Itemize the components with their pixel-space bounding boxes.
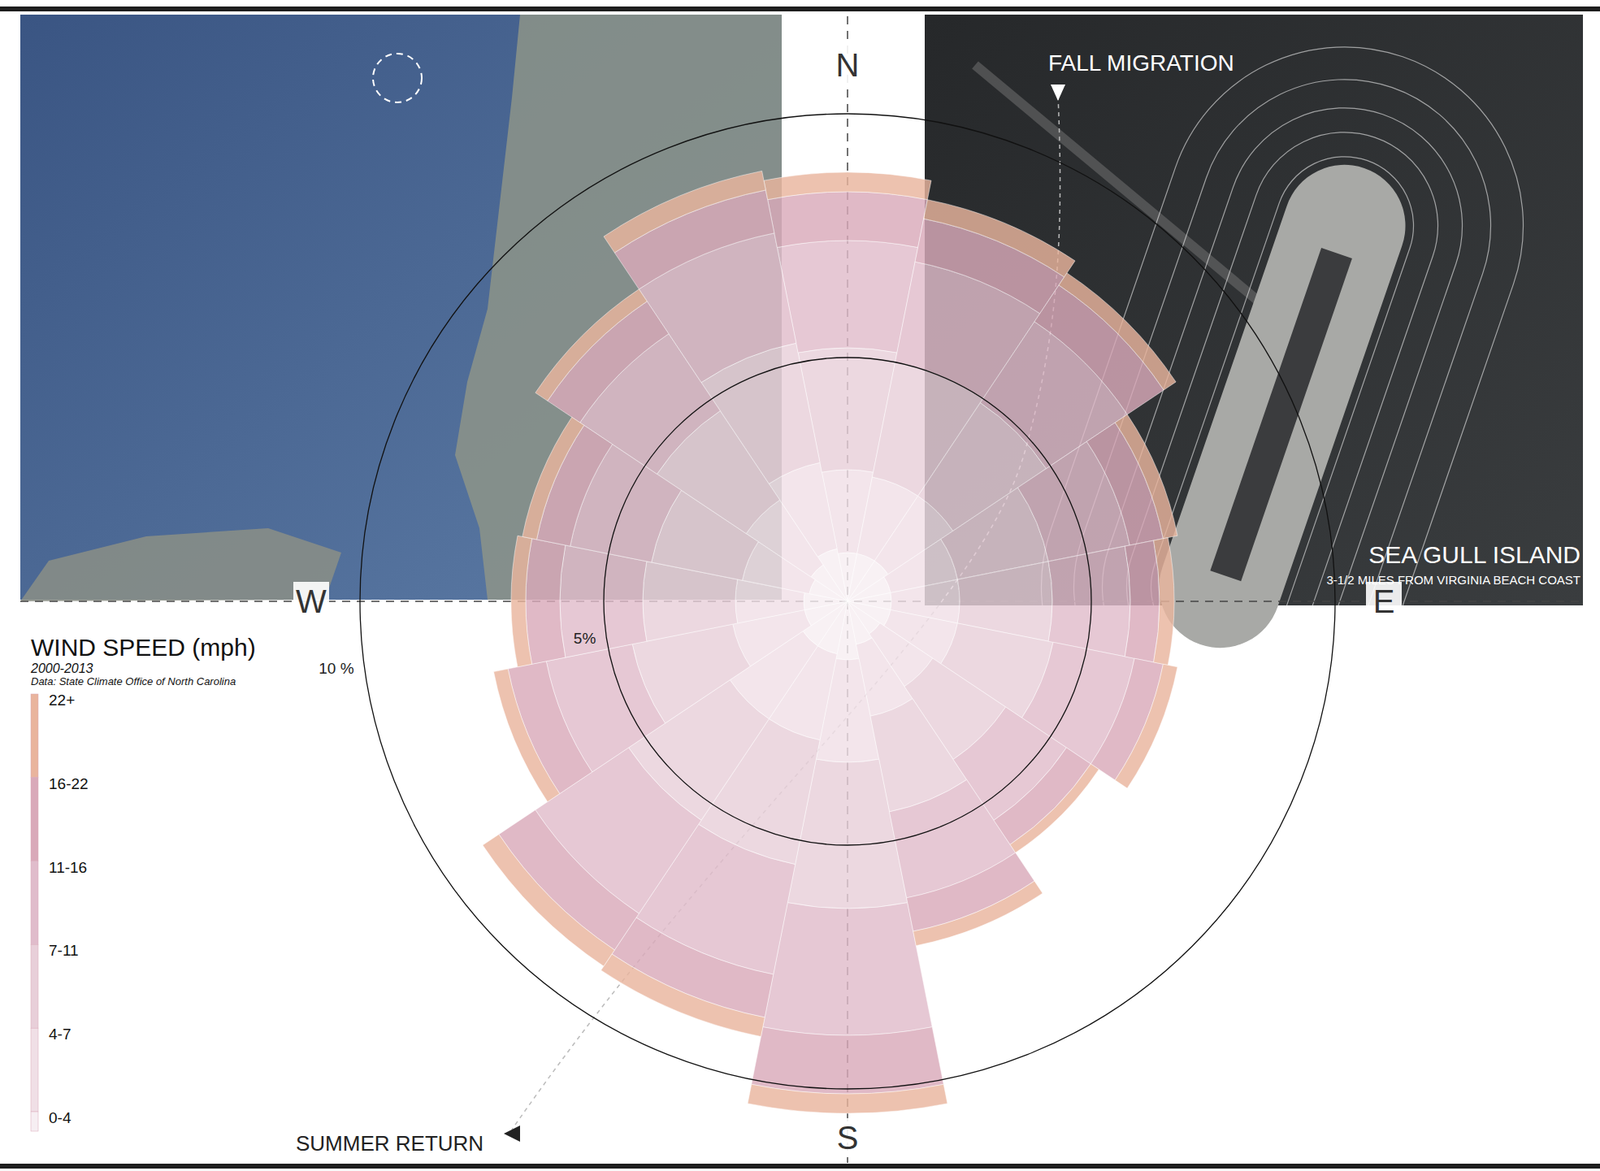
svg-text:N: N [836, 47, 860, 83]
html-text:2000-2013: 2000-2013 [30, 661, 94, 676]
svg-text:7-11: 7-11 [48, 941, 79, 959]
svg-text:E: E [1373, 583, 1396, 620]
svg-text:22+: 22+ [48, 691, 75, 709]
svg-text:5%: 5% [573, 629, 597, 647]
svg-text:11-16: 11-16 [48, 858, 87, 876]
html-text:FALL MIGRATION: FALL MIGRATION [1048, 50, 1235, 76]
svg-text:0-4: 0-4 [48, 1109, 72, 1127]
svg-text:16-22: 16-22 [48, 775, 89, 793]
svg-text:W: W [295, 583, 327, 620]
html-text:SEA GULL ISLAND: SEA GULL ISLAND [1368, 541, 1581, 569]
html-text:3-1/2 MILES FROM VIRGINIA BEAC: 3-1/2 MILES FROM VIRGINIA BEACH COAST [1326, 572, 1581, 587]
html-text:WIND SPEED (mph): WIND SPEED (mph) [30, 633, 256, 661]
html-text:SUMMER RETURN: SUMMER RETURN [295, 1131, 484, 1156]
html-text:Data: State Climate Office of: Data: State Climate Office of North Caro… [30, 675, 236, 688]
svg-text:S: S [836, 1119, 859, 1156]
svg-text:10 %: 10 % [318, 659, 354, 677]
svg-text:4-7: 4-7 [48, 1025, 71, 1043]
